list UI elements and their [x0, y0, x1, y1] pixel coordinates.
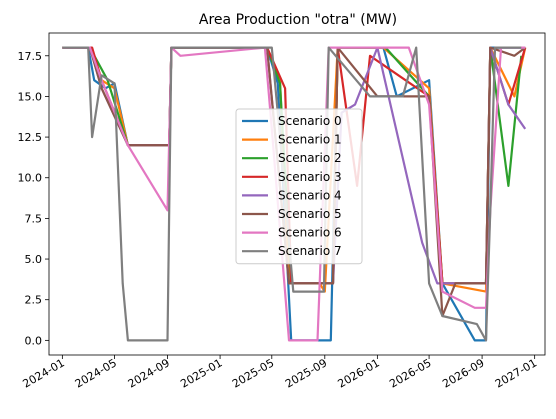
- x-tick-label: 2026-05: [387, 356, 433, 390]
- x-tick-label: 2025-09: [283, 356, 329, 390]
- y-tick-label: 10.0: [18, 172, 43, 185]
- series-line-7: [62, 46, 522, 342]
- legend-label-0: Scenario 0: [278, 114, 342, 128]
- x-tick-label: 2027-01: [493, 356, 539, 390]
- y-axis: 0.0 2.5 5.0 7.5 10.0 12.5 15.0 17.5: [18, 50, 49, 347]
- x-axis: 2024-01 2024-05 2024-09 2025-01 2025-05 2025-…: [21, 355, 539, 391]
- x-tick-label: 2024-09: [126, 356, 172, 390]
- legend-label-6: Scenario 6: [278, 226, 342, 240]
- x-tick-label: 2024-01: [21, 356, 67, 390]
- x-tick-label: 2024-05: [73, 356, 119, 390]
- x-tick-label: 2025-01: [178, 356, 224, 390]
- legend-box: [235, 108, 363, 265]
- legend-label-3: Scenario 3: [278, 170, 342, 184]
- y-tick-label: 0.0: [25, 334, 43, 347]
- plot-frame: [48, 32, 546, 356]
- x-tick-label: 2026-01: [336, 356, 382, 390]
- y-tick-label: 5.0: [25, 253, 43, 266]
- series-line-6: [62, 46, 526, 342]
- y-tick-label: 12.5: [18, 131, 43, 144]
- x-tick-label: 2025-05: [230, 356, 276, 390]
- legend-label-5: Scenario 5: [278, 207, 342, 221]
- y-tick-label: 7.5: [25, 212, 43, 225]
- x-tick-label: 2026-09: [440, 356, 486, 390]
- legend-label-4: Scenario 4: [278, 188, 342, 202]
- legend-label-1: Scenario 1: [278, 133, 342, 147]
- chart-title: Area Production "otra" (MW): [199, 12, 397, 28]
- y-tick-label: 2.5: [25, 294, 43, 307]
- legend: Scenario 0 Scenario 1 Scenario 2 Scenario 3…: [235, 108, 363, 265]
- y-tick-label: 17.5: [18, 50, 43, 63]
- legend-label-7: Scenario 7: [278, 244, 342, 258]
- legend-label-2: Scenario 2: [278, 151, 342, 165]
- y-tick-label: 15.0: [18, 90, 43, 103]
